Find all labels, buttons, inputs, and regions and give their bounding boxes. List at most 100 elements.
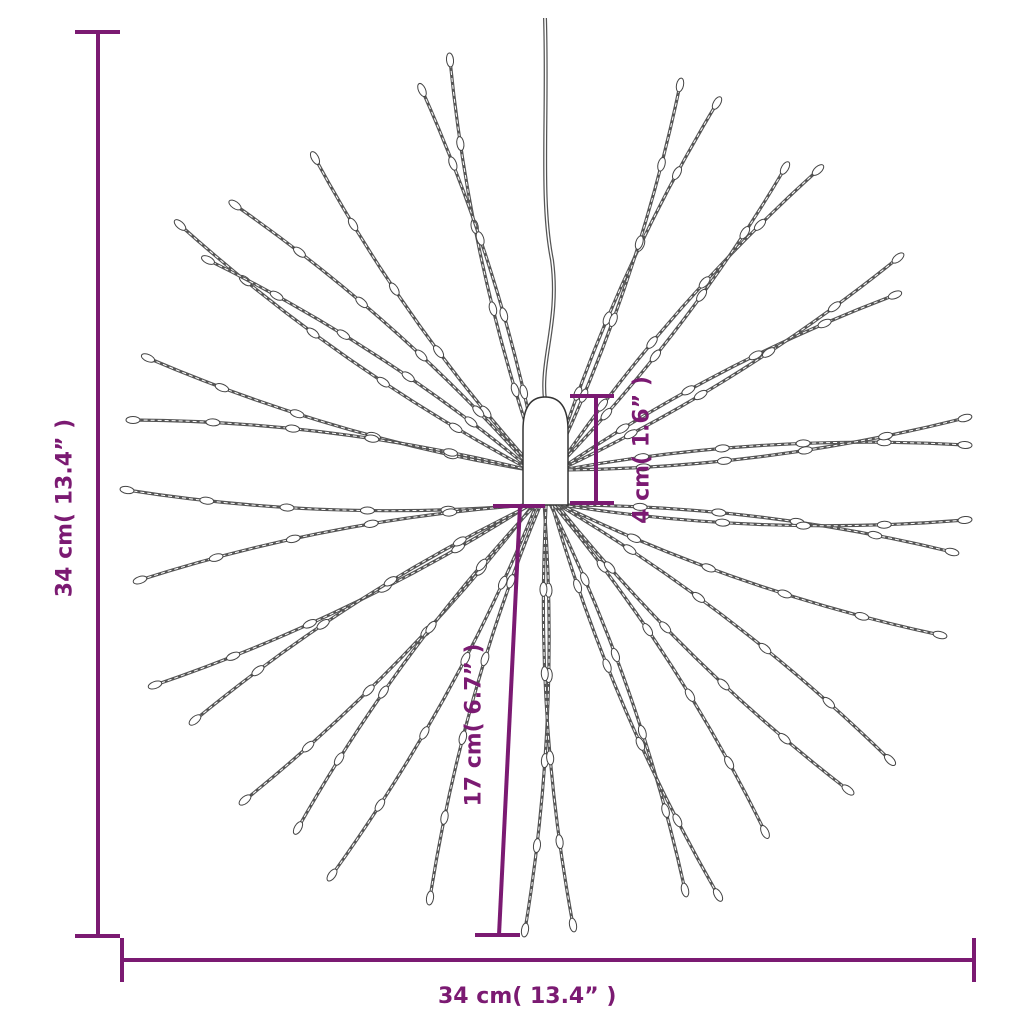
led-bulb [626,533,642,543]
led-bulb [119,485,135,495]
light-strand [234,203,534,472]
led-bulb [779,161,791,175]
hub-height-label: 4 cm( 1.6” ) [629,376,655,524]
led-bulb [464,416,478,428]
led-bulb [714,444,730,453]
led-bulb [532,838,542,854]
led-bulb [419,726,430,740]
led-bulb [362,684,375,697]
led-bulb [499,307,509,322]
strand-dimension-line [497,505,522,936]
led-bulb [684,688,696,702]
led-bulb [480,651,490,667]
led-bulb [573,578,583,594]
led-bulb [510,382,520,398]
light-strand [132,418,529,472]
led-bulb [506,574,516,589]
led-bulb [460,651,471,666]
led-bulb [199,496,215,505]
led-bulb [228,199,242,211]
light-strand [550,102,719,471]
led-bulb [125,415,141,425]
light-strand [561,503,966,528]
led-bulb [440,810,449,825]
led-bulb [760,825,770,839]
led-bulb [680,882,690,898]
led-bulb [634,511,650,520]
light-strand [557,503,892,762]
led-bulb [316,619,330,630]
led-bulb [458,730,468,746]
led-bulb [675,77,685,93]
led-bulb [355,296,368,309]
led-bulb [378,685,389,699]
led-bulb [448,156,458,171]
led-bulb [717,456,732,465]
light-strand [296,503,537,829]
led-bulb [944,547,960,557]
led-bulb [777,589,792,599]
strand-length-label: 17 cm( 6.7” ) [461,643,487,807]
led-bulb [475,231,485,246]
led-bulb [433,345,445,359]
led-bulb [632,502,648,511]
led-bulb [724,755,735,770]
width-label: 34 cm( 13.4” ) [438,984,617,1009]
led-bulb [226,651,241,661]
led-bulb [333,752,345,766]
led-bulb [711,508,727,517]
led-bulb [289,409,305,419]
led-bulb [878,431,893,441]
led-bulb [452,536,467,547]
led-bulb [661,803,670,818]
led-bulb [887,290,903,300]
led-bulb [568,917,578,933]
led-bulb [646,336,658,349]
led-bulb [443,448,458,457]
led-bulb [539,581,548,597]
led-bulb [425,620,437,634]
led-bulb [540,666,549,682]
led-bulb [698,276,711,289]
led-bulb [657,156,666,172]
led-bulb [649,349,662,363]
led-bulb [693,389,708,401]
led-bulb [841,784,855,796]
led-bulb [147,680,163,690]
led-bulb [269,290,284,301]
led-bulb [388,282,400,296]
led-bulb [306,327,320,339]
led-bulb [475,558,488,572]
led-bulb [717,678,730,691]
led-bulb [363,519,379,528]
led-bulb [520,922,530,938]
led-bulb [822,696,836,709]
led-bulb [132,575,148,585]
led-bulb [596,398,609,412]
led-bulb [415,349,428,362]
led-bulb [712,888,724,902]
led-bulb [238,794,252,806]
led-bulb [173,219,187,231]
led-bulb [758,642,772,655]
led-bulb [761,347,776,358]
led-bulb [957,515,973,525]
led-bulb [188,714,202,726]
led-bulb [602,658,612,673]
led-bulb [715,518,731,527]
led-bulb [309,151,321,165]
led-bulb [580,572,590,587]
led-bulb [285,424,301,433]
led-bulb [546,750,555,766]
led-bulb [681,385,696,396]
led-bulb [634,235,644,250]
led-bulb [623,429,638,440]
led-bulb [883,754,897,766]
led-bulb [364,434,380,443]
led-bulb [201,255,215,265]
led-bulb [519,384,529,400]
led-bulb [615,423,630,434]
led-bulb [854,611,870,621]
led-bulb [739,226,751,240]
led-bulb [957,413,973,423]
